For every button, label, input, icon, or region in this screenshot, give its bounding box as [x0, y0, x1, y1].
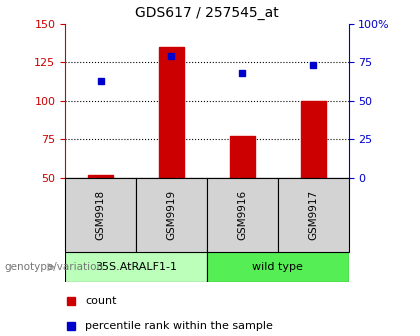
Title: GDS617 / 257545_at: GDS617 / 257545_at [135, 6, 279, 20]
Text: wild type: wild type [252, 262, 303, 272]
Bar [88, 175, 113, 178]
Bar [159, 47, 184, 178]
Text: GSM9918: GSM9918 [95, 190, 105, 240]
FancyBboxPatch shape [207, 178, 278, 252]
FancyBboxPatch shape [278, 178, 349, 252]
Text: 35S.AtRALF1-1: 35S.AtRALF1-1 [95, 262, 177, 272]
Text: GSM9919: GSM9919 [166, 190, 176, 240]
FancyBboxPatch shape [65, 252, 207, 282]
Text: genotype/variation: genotype/variation [4, 262, 103, 272]
Text: count: count [85, 296, 116, 306]
Bar [230, 136, 255, 178]
Text: GSM9917: GSM9917 [308, 190, 318, 240]
FancyBboxPatch shape [136, 178, 207, 252]
Text: percentile rank within the sample: percentile rank within the sample [85, 321, 273, 331]
FancyBboxPatch shape [65, 178, 136, 252]
FancyBboxPatch shape [207, 252, 349, 282]
Text: GSM9916: GSM9916 [237, 190, 247, 240]
Bar [301, 101, 326, 178]
